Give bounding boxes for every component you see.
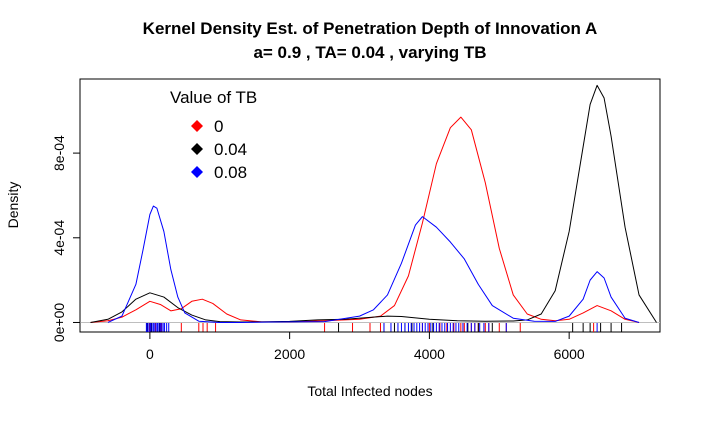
legend-item-1: 0.04 bbox=[191, 140, 247, 159]
legend-label-2: 0.08 bbox=[214, 163, 247, 182]
legend-diamond-icon bbox=[191, 143, 203, 155]
legend-label-0: 0 bbox=[214, 117, 223, 136]
legend-title: Value of TB bbox=[170, 88, 257, 107]
density-line-tb-1 bbox=[90, 84, 657, 323]
density-line-tb-0 bbox=[90, 116, 640, 323]
legend-label-1: 0.04 bbox=[214, 140, 247, 159]
legend-item-0: 0 bbox=[191, 117, 223, 136]
legend-item-2: 0.08 bbox=[191, 163, 247, 182]
y-axis-label: Density bbox=[5, 182, 21, 229]
x-tick-label-0: 0 bbox=[146, 346, 154, 362]
chart-title: Kernel Density Est. of Penetration Depth… bbox=[143, 19, 598, 38]
y-tick-label-2: 8e-04 bbox=[51, 135, 67, 171]
rug-layer bbox=[145, 323, 623, 332]
legend: Value of TB 0 0.04 0.08 bbox=[170, 88, 257, 182]
x-axis: 0 2000 4000 6000 bbox=[146, 331, 585, 362]
x-tick-label-1: 2000 bbox=[274, 346, 305, 362]
x-tick-label-2: 4000 bbox=[414, 346, 445, 362]
series-layer bbox=[90, 84, 657, 323]
x-tick-label-3: 6000 bbox=[554, 346, 585, 362]
x-axis-label: Total Infected nodes bbox=[307, 383, 432, 399]
y-axis: 0e+00 4e-04 8e-04 bbox=[51, 135, 81, 343]
y-tick-label-0: 0e+00 bbox=[51, 303, 67, 343]
legend-diamond-icon bbox=[191, 166, 203, 178]
density-line-tb-2 bbox=[107, 205, 640, 323]
y-tick-label-1: 4e-04 bbox=[51, 220, 67, 256]
legend-diamond-icon bbox=[191, 120, 203, 132]
chart-subtitle: a= 0.9 , TA= 0.04 , varying TB bbox=[253, 43, 486, 62]
